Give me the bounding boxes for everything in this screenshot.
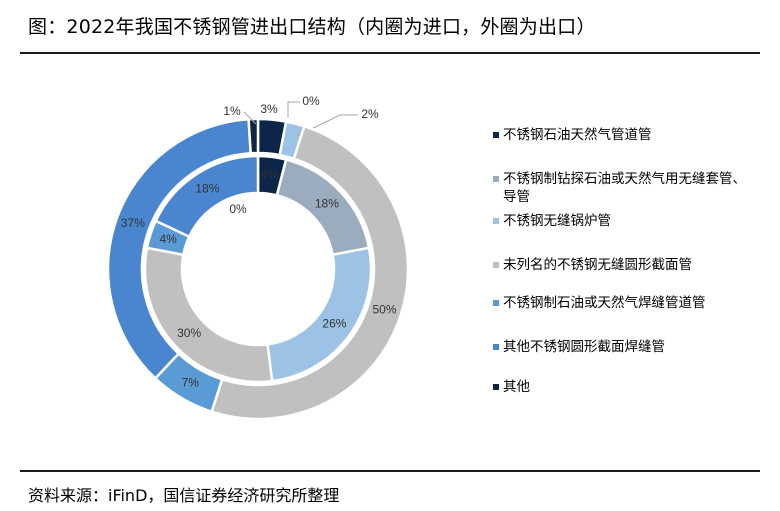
outer-data-label-6: 1%	[223, 104, 241, 118]
legend-item: 不锈钢制钻探石油或天然气用无缝套管、导管	[493, 170, 753, 206]
inner-data-label-4: 4%	[159, 232, 177, 246]
legend-item: 未列名的不锈钢无缝圆形截面管	[493, 256, 753, 274]
inner-data-label-1: 18%	[315, 196, 339, 210]
inner-data-label-3: 30%	[177, 326, 201, 340]
inner-data-label-0: 4%	[261, 167, 279, 181]
inner-data-label-2: 26%	[322, 317, 346, 331]
source-note: 资料来源：iFinD，国信证券经济研究所整理	[28, 486, 340, 505]
legend-item: 其他	[493, 378, 753, 396]
legend-item: 不锈钢无缝锅炉管	[493, 212, 753, 230]
inner-data-label-5: 18%	[195, 181, 219, 195]
outer-data-label-5: 37%	[121, 216, 145, 230]
legend-label: 其他	[503, 379, 530, 395]
title-divider	[20, 52, 760, 54]
legend-swatch	[493, 218, 499, 224]
legend-swatch	[493, 300, 499, 306]
legend-swatch	[493, 344, 499, 350]
legend-label: 不锈钢无缝锅炉管	[503, 213, 611, 229]
legend-label: 其他不锈钢圆形截面焊缝管	[503, 339, 665, 355]
legend-label: 不锈钢制钻探石油或天然气用无缝套管、导管	[503, 171, 746, 205]
outer-data-label-0: 3%	[260, 102, 278, 116]
legend-label: 未列名的不锈钢无缝圆形截面管	[503, 257, 692, 273]
legend-swatch	[493, 132, 499, 138]
legend-swatch	[493, 176, 499, 182]
outer-data-label-2: 2%	[361, 107, 379, 121]
legend-item: 不锈钢制石油或天然气焊缝管道管	[493, 294, 753, 312]
legend-item: 不锈钢石油天然气管道管	[493, 126, 753, 144]
inner-ring-slice-3	[143, 246, 274, 384]
outer-data-label-1: 0%	[302, 94, 320, 108]
outer-leader-line-1	[287, 101, 300, 118]
outer-ring-slice-6	[247, 117, 260, 155]
donut-chart: 4% 18% 26% 30% 4% 18% 0% 3% 0% 2% 50% 7% 37% 1%	[106, 94, 409, 421]
legend-label: 不锈钢制石油或天然气焊缝管道管	[503, 295, 706, 311]
chart-title: 图：2022年我国不锈钢管进出口结构（内圈为进口，外圈为出口）	[28, 16, 596, 38]
inner-ring-slice-5	[154, 154, 260, 239]
outer-leader-line-6	[243, 111, 257, 125]
legend-swatch	[493, 384, 499, 390]
source-divider	[20, 470, 760, 472]
legend-label: 不锈钢石油天然气管道管	[503, 127, 652, 143]
outer-data-label-4: 7%	[182, 376, 200, 390]
outer-data-label-3: 50%	[372, 302, 396, 316]
inner-data-label-6: 0%	[229, 202, 247, 216]
outer-ring-slice-3	[210, 124, 409, 421]
legend-item: 其他不锈钢圆形截面焊缝管	[493, 338, 753, 356]
legend-swatch	[493, 262, 499, 268]
